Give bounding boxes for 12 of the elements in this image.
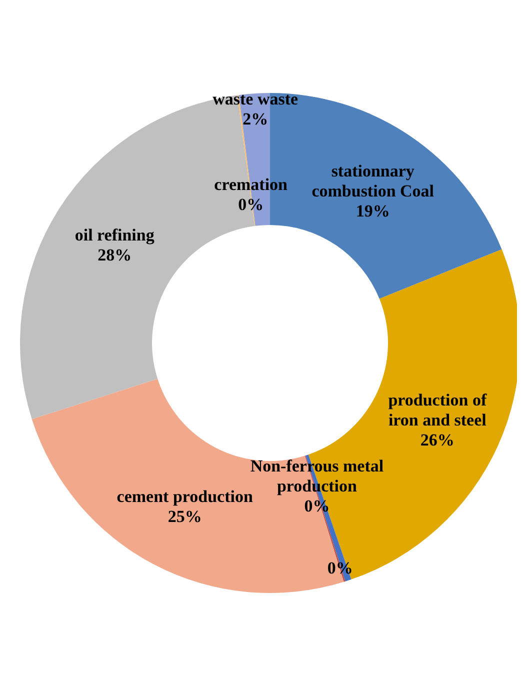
- data-label: 0%: [238, 194, 264, 214]
- slice-label: production of iron and steel: [388, 390, 487, 429]
- data-label: 26%: [420, 430, 454, 449]
- slice-label: oil refining: [74, 224, 155, 244]
- slice-label: stationnary combustion Coal: [312, 160, 434, 200]
- data-label: 25%: [168, 506, 202, 526]
- slice-label: cement production: [116, 486, 254, 506]
- data-label: 28%: [98, 244, 132, 264]
- data-label: 19%: [356, 200, 390, 220]
- slice-label: waste waste: [212, 88, 299, 108]
- slice-label: cremation: [214, 174, 288, 194]
- data-label: 2%: [242, 108, 268, 128]
